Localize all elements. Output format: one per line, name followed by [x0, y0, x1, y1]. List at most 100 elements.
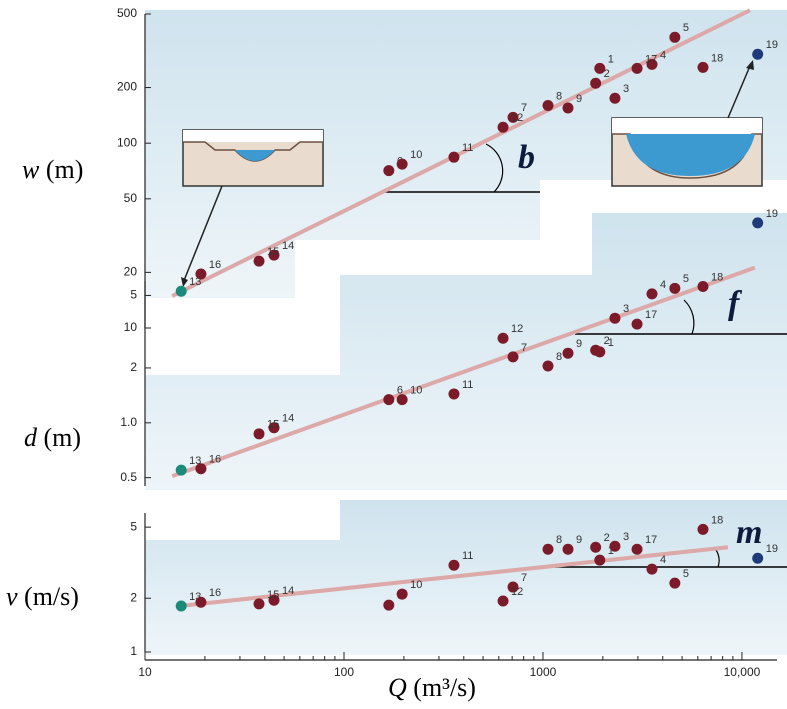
data-point	[175, 600, 187, 612]
symbol: w	[22, 155, 40, 184]
slope-arc	[715, 549, 720, 568]
point-label: 5	[683, 22, 689, 34]
y-tick-label: 2	[130, 590, 137, 604]
data-point	[646, 288, 658, 300]
slope-arc	[485, 143, 504, 193]
y-tick-label: 200	[117, 80, 137, 94]
point-label: 15	[267, 589, 279, 601]
fit-line	[171, 265, 756, 478]
point-label: 16	[209, 587, 221, 599]
data-point	[646, 563, 658, 575]
inset-wide-channel	[611, 60, 763, 187]
point-label: 6	[397, 385, 403, 397]
y-axis-label: w (m)	[22, 155, 83, 184]
y-tick-label: 5	[130, 288, 137, 302]
point-label: 12	[511, 586, 523, 598]
y-axis-label: d (m)	[24, 423, 81, 452]
data-point	[609, 312, 621, 324]
point-label: 10	[410, 579, 422, 591]
data-point	[590, 77, 602, 89]
data-point	[396, 394, 408, 406]
data-point	[383, 394, 395, 406]
point-label: 18	[711, 271, 723, 283]
data-point	[697, 523, 709, 535]
point-label: 7	[521, 572, 527, 584]
data-point	[590, 344, 602, 356]
point-label: 17	[645, 309, 657, 321]
data-point	[752, 217, 764, 229]
point-label: 1	[608, 53, 614, 65]
unit: (m³/s)	[413, 673, 476, 702]
point-label: 7	[521, 342, 527, 354]
data-point	[562, 543, 574, 555]
point-label: 16	[209, 454, 221, 466]
data-point	[669, 282, 681, 294]
data-point	[752, 48, 764, 60]
data-point	[594, 62, 606, 74]
data-point	[507, 581, 519, 593]
point-label: 8	[556, 351, 562, 363]
data-point	[562, 102, 574, 114]
x-tick-label: 10,000	[724, 665, 761, 679]
point-label: 1	[608, 545, 614, 557]
inset-water	[235, 150, 275, 161]
point-label: 11	[462, 142, 473, 154]
point-label: 14	[282, 413, 294, 425]
point-label: 3	[623, 303, 629, 315]
data-point	[542, 99, 554, 111]
data-point	[631, 62, 643, 74]
y-tick-label: 100	[117, 135, 137, 149]
data-point	[631, 543, 643, 555]
data-point	[542, 543, 554, 555]
point-label: 4	[660, 279, 666, 291]
data-point	[195, 596, 207, 608]
inset-arrow	[182, 185, 223, 284]
y-tick-label: 500	[117, 6, 137, 20]
y-tick-label: 20	[124, 265, 138, 279]
data-point	[697, 61, 709, 73]
x-tick-label: 100	[334, 665, 354, 679]
y-tick-label: 0.5	[120, 470, 137, 484]
data-point	[590, 541, 602, 553]
point-label: 3	[623, 83, 629, 95]
point-label: 3	[623, 531, 629, 543]
point-label: 16	[209, 259, 221, 271]
point-label: 11	[462, 379, 473, 391]
point-label: 12	[511, 112, 523, 124]
data-point	[752, 552, 764, 564]
unit: (m)	[44, 423, 82, 452]
data-point	[448, 388, 460, 400]
x-axis-label: Q (m³/s)	[388, 673, 476, 702]
point-label: 18	[711, 514, 723, 526]
symbol: v	[6, 582, 18, 611]
y-tick-label: 2	[130, 360, 137, 374]
data-point	[542, 360, 554, 372]
data-point	[175, 285, 187, 297]
arrow-head	[181, 277, 188, 287]
data-point	[396, 588, 408, 600]
data-point	[448, 151, 460, 163]
point-label: 19	[766, 543, 778, 555]
panel-backgrounds	[145, 10, 787, 655]
inset-narrow-channel	[181, 129, 324, 287]
point-label: 4	[660, 49, 666, 61]
data-point	[268, 594, 280, 606]
data-point	[609, 540, 621, 552]
data-point	[507, 351, 519, 363]
data-point	[268, 422, 280, 434]
point-label: 5	[683, 568, 689, 580]
point-label: 4	[660, 554, 666, 566]
y-axis-label: v (m/s)	[6, 582, 79, 611]
data-point	[383, 165, 395, 177]
inset-water	[626, 134, 755, 176]
y-tick-label: 1.0	[120, 415, 137, 429]
point-label: 15	[267, 246, 279, 258]
data-point	[507, 111, 519, 123]
slope-guides	[385, 143, 787, 568]
point-label: 17	[645, 53, 657, 65]
slope-label: f	[728, 285, 743, 322]
data-point	[195, 268, 207, 280]
point-label: 8	[556, 90, 562, 102]
v-panel-bg	[145, 500, 787, 655]
